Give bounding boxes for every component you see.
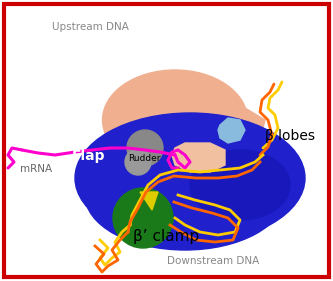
Polygon shape (175, 95, 265, 148)
Circle shape (125, 149, 151, 175)
Text: β’ clamp: β’ clamp (134, 228, 199, 244)
Circle shape (113, 188, 173, 248)
Text: Downstream DNA: Downstream DNA (167, 256, 260, 266)
Text: Upstream DNA: Upstream DNA (52, 22, 129, 32)
Polygon shape (140, 192, 158, 210)
Ellipse shape (103, 70, 247, 170)
Ellipse shape (190, 150, 290, 220)
Text: Flap: Flap (72, 149, 105, 163)
Text: Rudder: Rudder (129, 154, 161, 163)
Ellipse shape (75, 113, 305, 243)
Circle shape (127, 130, 163, 166)
Ellipse shape (85, 140, 285, 250)
Polygon shape (218, 118, 245, 143)
Text: mRNA: mRNA (20, 164, 52, 174)
Polygon shape (172, 143, 225, 172)
Text: β lobes: β lobes (265, 129, 315, 143)
